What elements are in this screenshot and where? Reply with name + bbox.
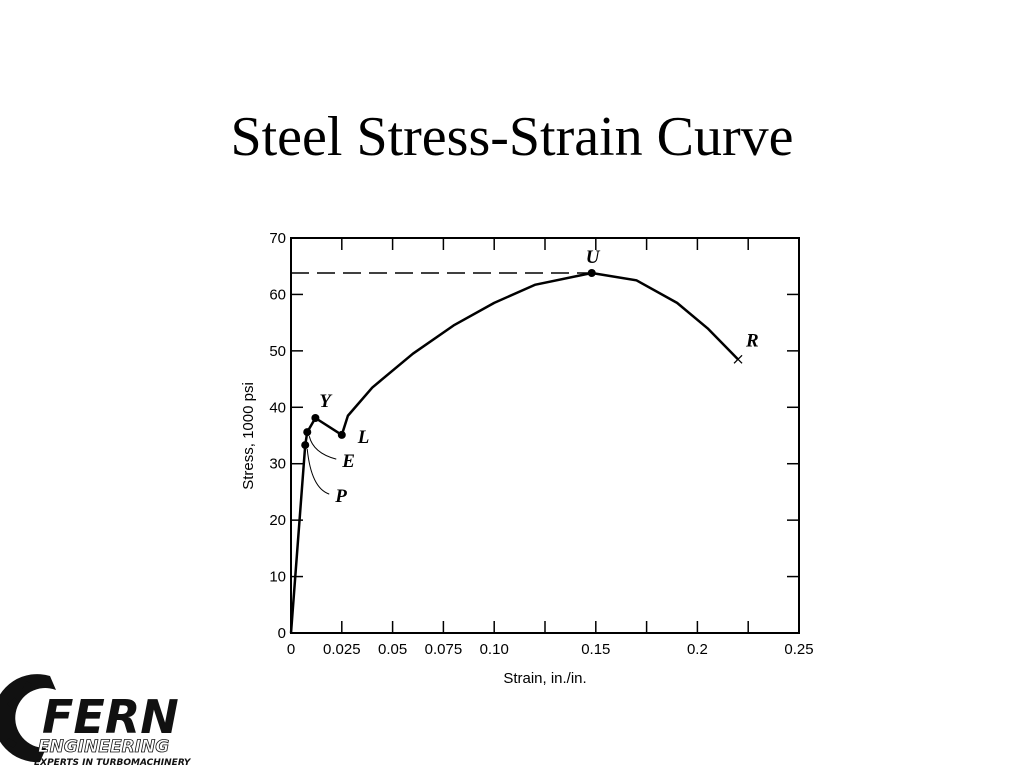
annotation-label: Y: [319, 391, 333, 412]
logo-gear: [0, 674, 56, 763]
logo-tagline: EXPERTS IN TURBOMACHINERY: [34, 758, 192, 768]
y-tick-label: 0: [278, 625, 286, 642]
annotation-label: P: [334, 486, 347, 507]
logo-teeth: [2, 681, 33, 749]
annotation-label: R: [745, 330, 759, 351]
point-marker: [311, 414, 320, 423]
y-tick-label: 20: [269, 512, 286, 529]
logo: FERN ENGINEERING EXPERTS IN TURBOMACHINE…: [0, 674, 192, 768]
x-tick-label: 0.15: [581, 641, 610, 658]
y-tick-label: 40: [269, 399, 286, 416]
x-tick-label: 0: [287, 641, 295, 658]
x-tick-label: 0.05: [378, 641, 407, 658]
y-tick-label: 70: [269, 230, 286, 247]
point-marker: [303, 428, 312, 437]
x-tick-label: 0.025: [323, 641, 361, 658]
annotation-label: U: [586, 247, 601, 268]
x-tick-label: 0.25: [784, 641, 813, 658]
x-axis-label: Strain, in./in.: [503, 670, 586, 687]
y-axis-label: Stress, 1000 psi: [240, 382, 257, 490]
y-tick-label: 30: [269, 456, 286, 473]
logo-name: FERN: [42, 690, 179, 744]
y-tick-label: 50: [269, 343, 286, 360]
point-marker: [733, 354, 743, 364]
y-tick-label: 60: [269, 286, 286, 303]
annotation-arrow: [306, 449, 330, 495]
x-tick-label: 0.075: [425, 641, 463, 658]
annotation-label: L: [357, 427, 370, 448]
point-marker: [301, 441, 310, 450]
x-tick-label: 0.10: [480, 641, 509, 658]
logo-line2: ENGINEERING: [38, 737, 169, 757]
curve: [289, 271, 739, 634]
point-marker: [337, 430, 346, 439]
annotation-label: E: [341, 451, 355, 472]
annotation-arrow: [308, 435, 337, 460]
slide-title: Steel Stress-Strain Curve: [230, 106, 793, 168]
y-tick-label: 10: [269, 569, 286, 586]
point-marker: [587, 268, 596, 277]
x-tick-label: 0.2: [687, 641, 708, 658]
